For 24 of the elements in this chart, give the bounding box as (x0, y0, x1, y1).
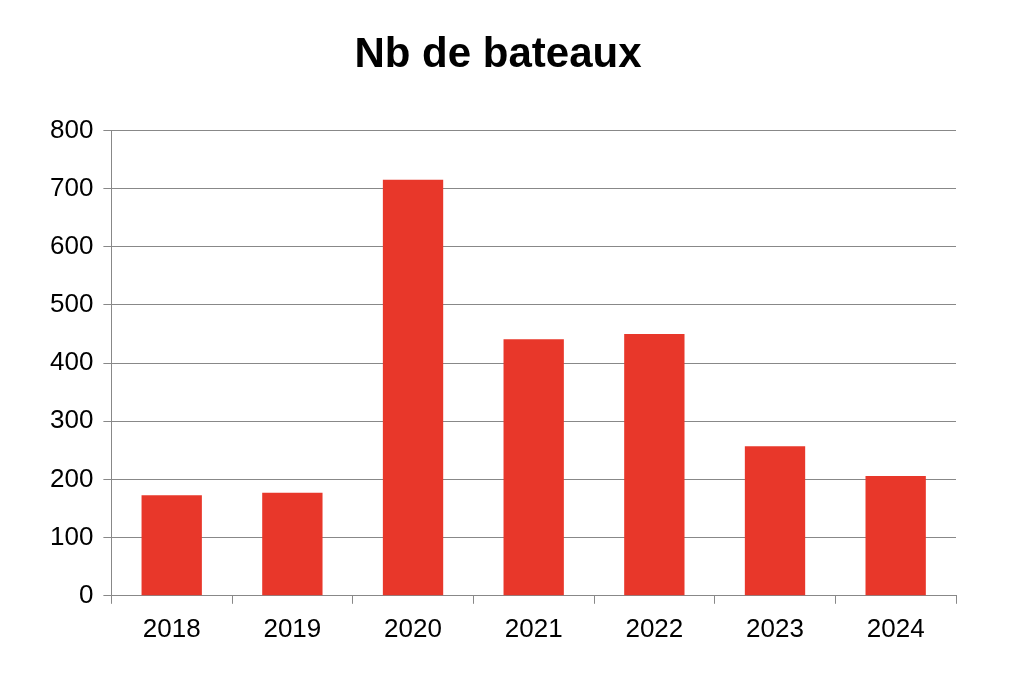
x-tick-label: 2019 (263, 612, 322, 643)
chart-title: Nb de bateaux (354, 28, 643, 76)
y-tick-label: 600 (49, 229, 94, 260)
bar (624, 334, 685, 596)
x-tick-label: 2022 (625, 612, 684, 643)
x-tick-label: 2021 (504, 612, 563, 643)
x-tick-label: 2018 (142, 612, 201, 643)
y-tick-label: 200 (49, 462, 94, 493)
bar (744, 446, 806, 596)
y-tick-label: 400 (49, 346, 94, 377)
x-tick-label: 2023 (746, 612, 804, 643)
x-tick-label: 2020 (384, 612, 442, 643)
bar (262, 492, 323, 596)
y-tick-label: 700 (49, 171, 94, 202)
y-tick-label: 100 (49, 520, 94, 551)
bar (382, 179, 444, 596)
y-tick-label: 800 (49, 113, 94, 144)
y-tick-label: 500 (49, 288, 94, 319)
x-tick-label: 2024 (866, 612, 925, 643)
y-tick-label: 300 (49, 404, 94, 435)
bar (865, 475, 926, 596)
y-tick-label: 0 (78, 578, 94, 609)
bar (141, 495, 202, 596)
bar (503, 339, 564, 596)
